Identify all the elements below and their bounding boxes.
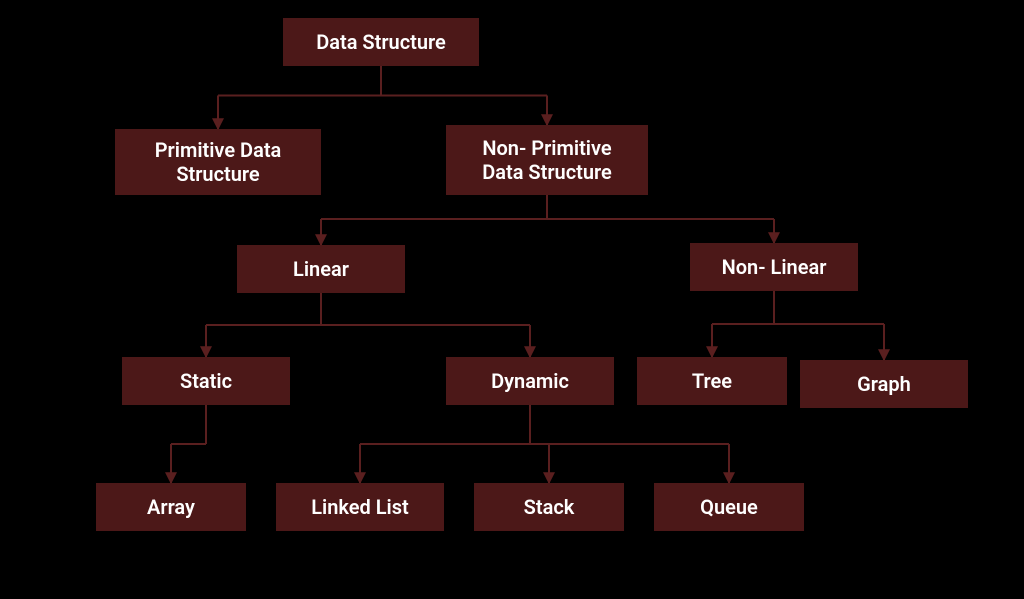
diagram-canvas: Data Structure Primitive Data Structure … (0, 0, 1024, 599)
node-non-primitive: Non- Primitive Data Structure (446, 125, 648, 195)
node-queue: Queue (654, 483, 804, 531)
node-linear: Linear (237, 245, 405, 293)
node-primitive: Primitive Data Structure (115, 129, 321, 195)
node-array: Array (96, 483, 246, 531)
node-tree: Tree (637, 357, 787, 405)
node-dynamic: Dynamic (446, 357, 614, 405)
node-data-structure: Data Structure (283, 18, 479, 66)
node-linked-list: Linked List (276, 483, 444, 531)
node-stack: Stack (474, 483, 624, 531)
node-non-linear: Non- Linear (690, 243, 858, 291)
node-graph: Graph (800, 360, 968, 408)
node-static: Static (122, 357, 290, 405)
